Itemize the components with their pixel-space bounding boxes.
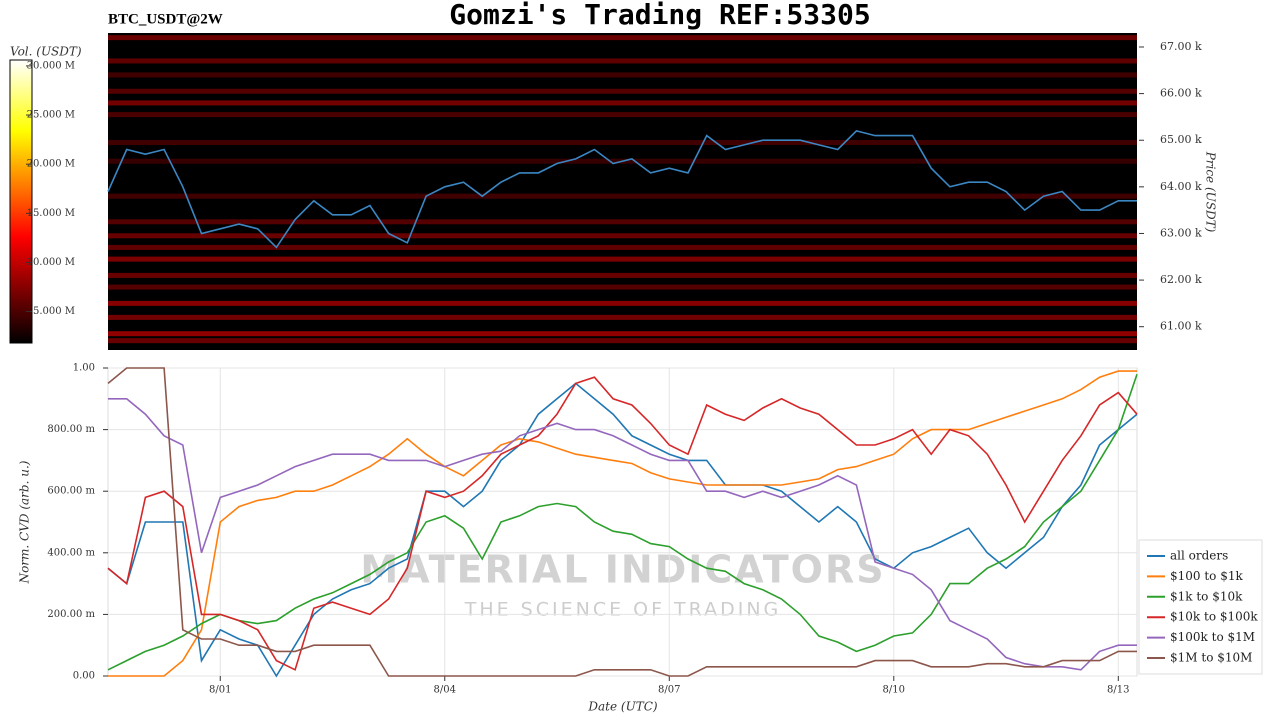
legend-label: $10k to $100k: [1170, 610, 1258, 624]
y-tick-label: 400.00 m: [47, 547, 95, 558]
colorbar-tick-label: 30.000 M: [27, 60, 75, 71]
colorbar-tick-label: 15.000 M: [27, 208, 75, 219]
liquidity-band: [108, 112, 1137, 118]
y-tick-label: 62.00 k: [1160, 273, 1202, 286]
watermark: MATERIAL INDICATORS: [360, 548, 885, 592]
plot-frame: [107, 367, 1138, 677]
liquidity-band: [108, 100, 1137, 106]
x-tick-label: 8/01: [209, 685, 231, 696]
legend-label: all orders: [1170, 549, 1228, 563]
legend-label: $1k to $10k: [1170, 589, 1243, 603]
y-tick-label: 800.00 m: [47, 424, 95, 435]
x-axis-label: Date (UTC): [587, 700, 657, 714]
y-tick-label: 200.00 m: [47, 609, 95, 620]
colorbar-tick-label: 10.000 M: [27, 257, 75, 268]
liquidity-band: [108, 35, 1137, 41]
liquidity-band: [108, 193, 1137, 199]
liquidity-band: [108, 233, 1137, 239]
y-tick-label: 65.00 k: [1160, 133, 1202, 146]
colorbar-tick-label: 5.000 M: [33, 306, 75, 317]
y-tick-label: 64.00 k: [1160, 180, 1202, 193]
x-tick-label: 8/13: [1107, 685, 1129, 696]
series-line: [108, 398, 1137, 671]
colorbar-tick-label: 20.000 M: [27, 159, 75, 170]
y-tick-label: 67.00 k: [1160, 40, 1202, 53]
x-tick-label: 8/04: [434, 685, 456, 696]
series-line: [107, 373, 1138, 671]
y-tick-label: 600.00 m: [47, 486, 95, 497]
liquidity-band: [108, 72, 1137, 78]
series-line: [107, 382, 1138, 678]
y-tick-label: 61.00 k: [1160, 320, 1202, 333]
series-line: [107, 376, 1138, 671]
y-tick-label: 0.00: [73, 671, 95, 682]
liquidity-band: [108, 219, 1137, 225]
y-tick-label: 63.00 k: [1160, 226, 1202, 239]
y-tick-label: 1.00: [73, 363, 95, 374]
x-tick-label: 8/10: [883, 685, 905, 696]
liquidity-band: [108, 256, 1137, 262]
x-tick-label: 8/07: [658, 685, 680, 696]
series-line: [107, 367, 1137, 677]
watermark: THE SCIENCE OF TRADING: [464, 599, 782, 621]
legend-label: $1M to $10M: [1170, 651, 1252, 665]
chart-title: Gomzi's Trading REF:53305: [449, 0, 870, 31]
liquidity-band: [108, 284, 1137, 290]
liquidity-band: [108, 338, 1137, 344]
liquidity-band: [108, 314, 1137, 320]
series-line: [108, 370, 1137, 677]
legend: [1138, 539, 1263, 675]
y-axis-label: Price (USDT): [1204, 151, 1218, 233]
y-axis-label: Norm. CVD (arb. u.): [18, 460, 32, 584]
legend-label: $100 to $1k: [1170, 569, 1243, 583]
price-line: [107, 130, 1137, 249]
y-tick-label: 66.00 k: [1160, 87, 1202, 100]
colorbar-tick-label: 25.000 M: [27, 110, 75, 121]
liquidity-band: [108, 300, 1137, 306]
colorbar: [9, 59, 33, 344]
liquidity-band: [108, 88, 1137, 94]
heatmap-background: [108, 33, 1137, 350]
colorbar-label: Vol. (USDT): [10, 45, 82, 59]
chart-subtitle: BTC_USDT@2W: [108, 11, 223, 27]
liquidity-band: [108, 140, 1137, 146]
legend-label: $100k to $1M: [1170, 630, 1255, 644]
liquidity-band: [108, 244, 1137, 250]
liquidity-band: [108, 331, 1137, 337]
liquidity-band: [108, 272, 1137, 278]
liquidity-band: [108, 58, 1137, 64]
